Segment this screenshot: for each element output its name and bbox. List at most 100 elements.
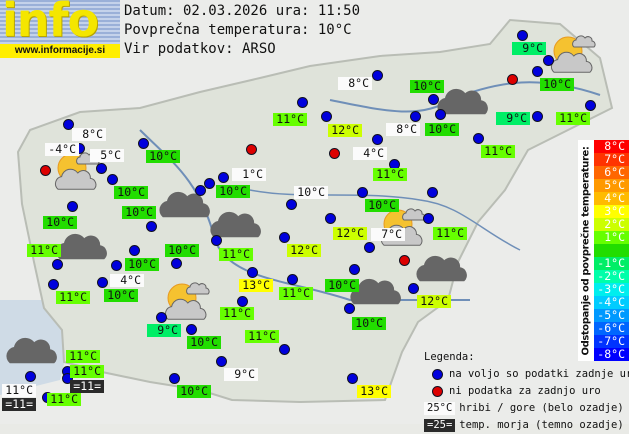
station-temperature-label: 10°C bbox=[425, 123, 459, 136]
station-available-marker[interactable] bbox=[427, 187, 438, 198]
cloud-icon bbox=[437, 88, 488, 115]
station-available-marker[interactable] bbox=[408, 283, 419, 294]
station-available-marker[interactable] bbox=[195, 185, 206, 196]
station-available-marker[interactable] bbox=[364, 242, 375, 253]
station-available-marker[interactable] bbox=[237, 296, 248, 307]
station-available-marker[interactable] bbox=[321, 111, 332, 122]
station-available-marker[interactable] bbox=[48, 279, 59, 290]
scale-step: 2°C bbox=[594, 218, 629, 231]
scale-step: -2°C bbox=[594, 270, 629, 283]
scale-step: 7°C bbox=[594, 153, 629, 166]
station-missing-marker[interactable] bbox=[399, 255, 410, 266]
station-available-marker[interactable] bbox=[372, 70, 383, 81]
station-missing-marker[interactable] bbox=[40, 165, 51, 176]
station-available-marker[interactable] bbox=[111, 260, 122, 271]
station-temperature-label: 11°C bbox=[273, 113, 307, 126]
station-available-marker[interactable] bbox=[532, 111, 543, 122]
cloud-icon bbox=[159, 191, 210, 218]
station-available-marker[interactable] bbox=[216, 356, 227, 367]
station-available-marker[interactable] bbox=[62, 373, 73, 384]
legend-mountain: 25°C hribi / gore (belo ozadje) bbox=[424, 400, 629, 417]
station-available-marker[interactable] bbox=[146, 221, 157, 232]
logo-wordmark: info bbox=[2, 0, 99, 44]
station-available-marker[interactable] bbox=[138, 138, 149, 149]
scale-step: -5°C bbox=[594, 309, 629, 322]
station-temperature-label: 11°C bbox=[245, 330, 279, 343]
station-available-marker[interactable] bbox=[347, 373, 358, 384]
station-available-marker[interactable] bbox=[247, 267, 258, 278]
station-temperature-label: 12°C bbox=[333, 227, 367, 240]
date-time: Datum: 02.03.2026 ura: 11:50 bbox=[124, 3, 361, 19]
station-available-marker[interactable] bbox=[585, 100, 596, 111]
station-available-marker[interactable] bbox=[543, 55, 554, 66]
scale-step: 6°C bbox=[594, 166, 629, 179]
station-available-marker[interactable] bbox=[171, 258, 182, 269]
mountain-temperature-label: 11°C bbox=[2, 384, 36, 397]
scale-step: 4°C bbox=[594, 192, 629, 205]
mountain-temperature-label: 7°C bbox=[371, 228, 405, 241]
station-available-marker[interactable] bbox=[156, 312, 167, 323]
station-available-marker[interactable] bbox=[218, 172, 229, 183]
station-available-marker[interactable] bbox=[279, 232, 290, 243]
station-available-marker[interactable] bbox=[186, 324, 197, 335]
sea-temperature-label: =11= bbox=[70, 380, 104, 393]
station-missing-marker[interactable] bbox=[329, 148, 340, 159]
station-available-marker[interactable] bbox=[279, 344, 290, 355]
slovenia-map bbox=[0, 18, 614, 404]
station-temperature-label: 9°C bbox=[147, 324, 181, 337]
station-temperature-label: 10°C bbox=[410, 80, 444, 93]
station-available-marker[interactable] bbox=[67, 201, 78, 212]
station-temperature-label: 11°C bbox=[220, 307, 254, 320]
station-available-marker[interactable] bbox=[423, 213, 434, 224]
legend-missing: ni podatka za zadnjo uro bbox=[424, 383, 629, 400]
station-available-marker[interactable] bbox=[357, 187, 368, 198]
scale-step: -3°C bbox=[594, 283, 629, 296]
scale-step: -4°C bbox=[594, 296, 629, 309]
station-temperature-label: 11°C bbox=[279, 287, 313, 300]
station-temperature-label: 11°C bbox=[556, 112, 590, 125]
station-available-marker[interactable] bbox=[169, 373, 180, 384]
mountain-temperature-label: 8°C bbox=[338, 77, 372, 90]
station-available-marker[interactable] bbox=[325, 213, 336, 224]
scale-step: 3°C bbox=[594, 205, 629, 218]
station-missing-marker[interactable] bbox=[246, 144, 257, 155]
legend-available: na voljo so podatki zadnje ure bbox=[424, 366, 629, 383]
station-available-marker[interactable] bbox=[287, 274, 298, 285]
station-available-marker[interactable] bbox=[372, 134, 383, 145]
station-temperature-label: 11°C bbox=[27, 244, 61, 257]
station-available-marker[interactable] bbox=[97, 277, 108, 288]
red-dot-icon bbox=[432, 386, 443, 397]
station-available-marker[interactable] bbox=[428, 94, 439, 105]
station-temperature-label: 11°C bbox=[219, 248, 253, 261]
logo: info www.informacije.si bbox=[0, 0, 120, 58]
station-temperature-label: 11°C bbox=[433, 227, 467, 240]
mountain-temperature-label: 4°C bbox=[353, 147, 387, 160]
station-available-marker[interactable] bbox=[96, 163, 107, 174]
station-available-marker[interactable] bbox=[297, 97, 308, 108]
river bbox=[139, 129, 470, 302]
station-temperature-label: 11°C bbox=[373, 168, 407, 181]
station-available-marker[interactable] bbox=[211, 235, 222, 246]
station-temperature-label: 11°C bbox=[66, 350, 100, 363]
scale-step: -7°C bbox=[594, 335, 629, 348]
station-available-marker[interactable] bbox=[204, 178, 215, 189]
station-available-marker[interactable] bbox=[344, 303, 355, 314]
station-available-marker[interactable] bbox=[435, 109, 446, 120]
station-available-marker[interactable] bbox=[532, 66, 543, 77]
partly-sunny-icon bbox=[550, 35, 596, 73]
station-available-marker[interactable] bbox=[129, 245, 140, 256]
station-temperature-label: 11°C bbox=[47, 393, 81, 406]
station-available-marker[interactable] bbox=[517, 30, 528, 41]
station-available-marker[interactable] bbox=[25, 371, 36, 382]
station-available-marker[interactable] bbox=[349, 264, 360, 275]
station-available-marker[interactable] bbox=[410, 111, 421, 122]
station-available-marker[interactable] bbox=[473, 133, 484, 144]
scale-title: Odstopanje od povprečne temperature: bbox=[578, 140, 594, 361]
logo-url[interactable]: www.informacije.si bbox=[0, 44, 120, 58]
station-missing-marker[interactable] bbox=[507, 74, 518, 85]
station-temperature-label: 10°C bbox=[125, 258, 159, 271]
station-available-marker[interactable] bbox=[286, 199, 297, 210]
station-available-marker[interactable] bbox=[52, 259, 63, 270]
station-available-marker[interactable] bbox=[63, 119, 74, 130]
station-available-marker[interactable] bbox=[107, 174, 118, 185]
